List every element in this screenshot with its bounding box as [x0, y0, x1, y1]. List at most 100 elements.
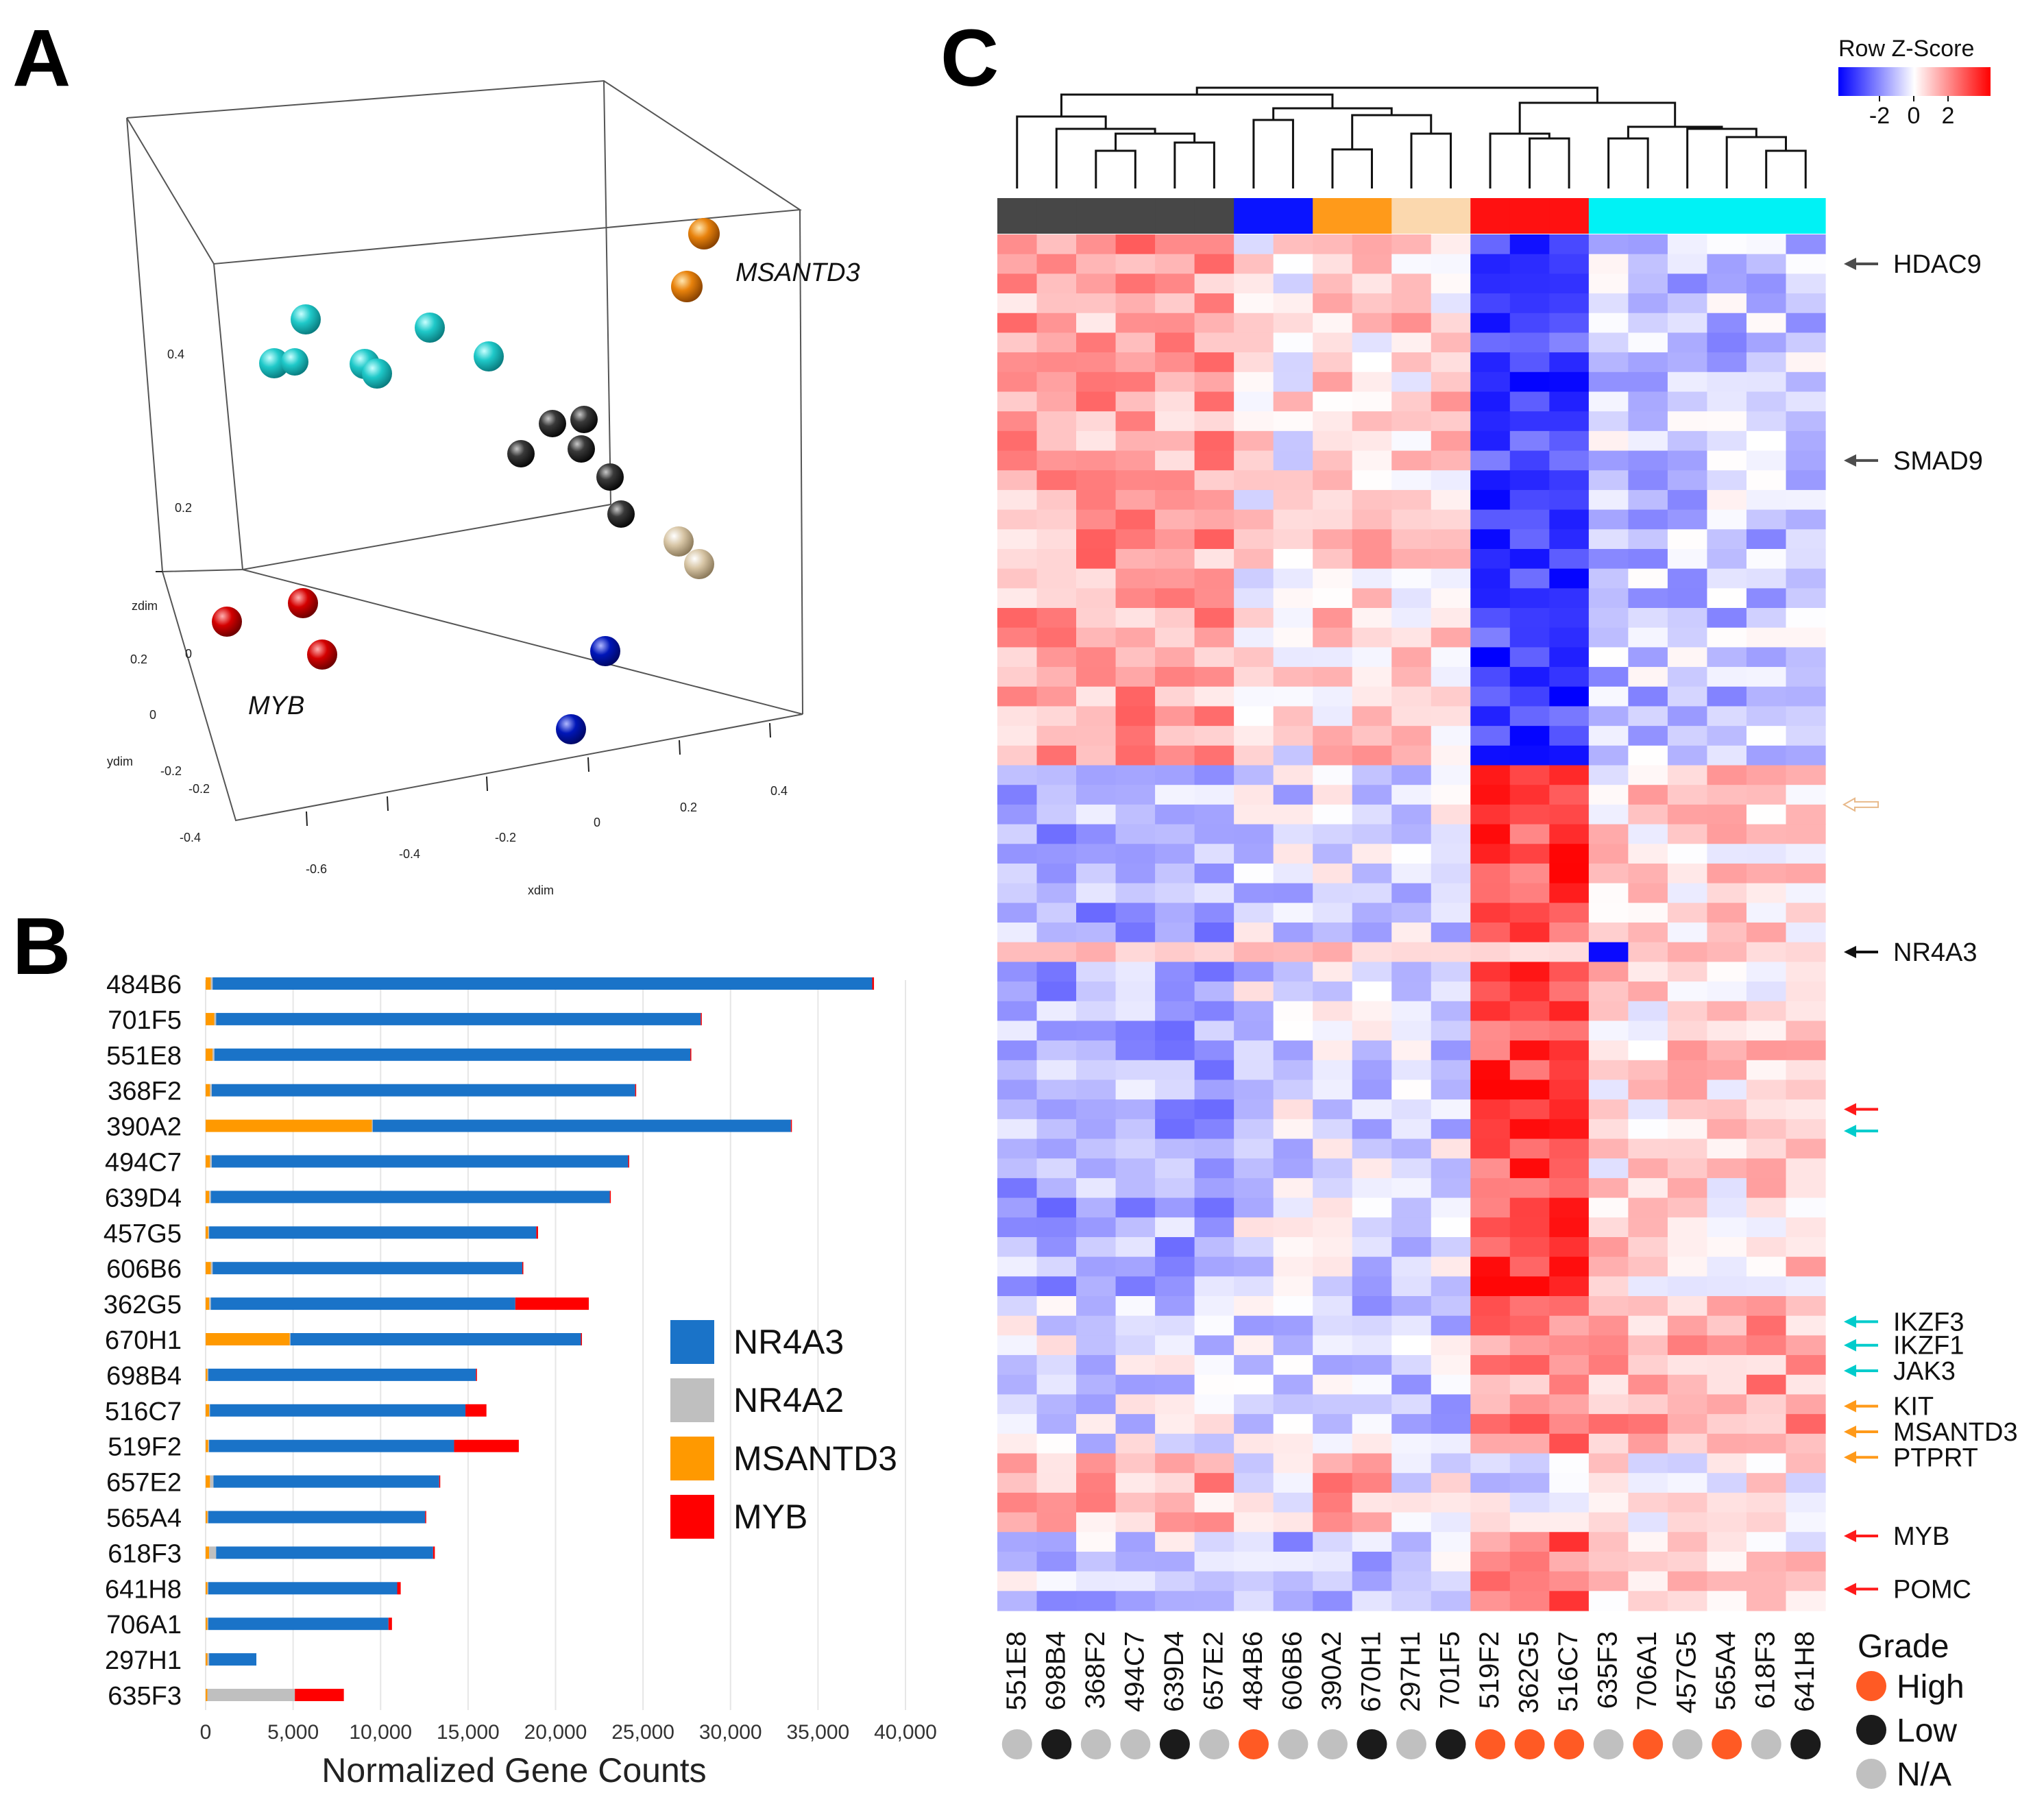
heatmap-cell	[1431, 1414, 1471, 1435]
heatmap-cell	[1273, 352, 1313, 373]
heatmap-cell	[1431, 1060, 1471, 1081]
heatmap-cell	[1115, 1473, 1156, 1493]
heatmap-cell	[1707, 1433, 1747, 1454]
bar-segment-msantd3	[206, 1689, 208, 1701]
heatmap-cell	[1470, 293, 1511, 314]
heatmap-cell	[1352, 371, 1392, 393]
heatmap-cell	[1746, 1040, 1787, 1061]
heatmap-cell	[1391, 1512, 1432, 1533]
heatmap-cell	[1628, 824, 1668, 844]
heatmap-cell	[1431, 1001, 1471, 1022]
heatmap-cell	[1707, 1119, 1747, 1140]
heatmap-cell	[1667, 1021, 1708, 1041]
heatmap-cell	[1234, 647, 1274, 668]
heatmap-cell	[1313, 489, 1353, 511]
heatmap-cell	[1234, 273, 1274, 294]
heatmap-cell	[1707, 1374, 1747, 1395]
heatmap-cell	[997, 391, 1038, 412]
heatmap-cell	[1234, 1217, 1274, 1238]
heatmap-cell	[1549, 1355, 1590, 1376]
heatmap-cell	[1036, 1414, 1077, 1435]
heatmap-cell	[1273, 273, 1313, 294]
heatmap-cell	[1707, 273, 1747, 294]
heatmap-cell	[1076, 627, 1117, 648]
heatmap-cell	[1352, 1276, 1392, 1297]
heatmap-cell	[997, 1414, 1038, 1435]
heatmap-cell	[1352, 1197, 1392, 1218]
column-label: 639D4	[1159, 1631, 1189, 1712]
heatmap-cell	[1234, 883, 1274, 903]
heatmap-cell	[997, 1591, 1038, 1611]
heatmap-cell	[1588, 1177, 1629, 1199]
heatmap-cell	[1155, 883, 1195, 903]
heatmap-cell	[1628, 608, 1668, 629]
column-group-cell	[1786, 198, 1826, 234]
heatmap-cell	[1746, 1512, 1787, 1533]
heatmap-cell	[1155, 430, 1195, 452]
column-label: 670H1	[1356, 1631, 1386, 1712]
bar-segment-nr4a2	[210, 1155, 212, 1168]
heatmap-cell	[1509, 706, 1550, 727]
heatmap-cell	[1628, 962, 1668, 982]
heatmap-cell	[1352, 942, 1392, 962]
heatmap-cell	[1155, 844, 1195, 864]
heatmap-cell	[1036, 1512, 1077, 1533]
column-group-cell	[1628, 198, 1668, 234]
heatmap-cell	[1194, 1177, 1234, 1199]
heatmap-cell	[1628, 1060, 1668, 1081]
heatmap-cell	[1707, 293, 1747, 314]
x-tick-label: 40,000	[874, 1721, 937, 1744]
heatmap-cell	[1234, 1040, 1274, 1061]
bar-segment-msantd3	[206, 1155, 210, 1168]
heatmap-cell	[997, 1374, 1038, 1395]
heatmap-cell	[1509, 332, 1550, 353]
heatmap-cell	[1352, 1040, 1392, 1061]
heatmap-cell	[1155, 588, 1195, 609]
bar-segment-myb	[433, 1546, 435, 1559]
heatmap-cell	[1786, 509, 1826, 530]
column-group-cell	[1431, 198, 1471, 234]
category-label: 484B6	[106, 971, 182, 999]
heatmap-cell	[1234, 1099, 1274, 1120]
heatmap-cell	[1391, 804, 1432, 825]
heatmap-cell	[1707, 942, 1747, 962]
color-key-title: Row Z-Score	[1838, 36, 1974, 62]
heatmap-cell	[1273, 903, 1313, 923]
heatmap-cell	[1509, 1079, 1550, 1100]
heatmap-cell	[1194, 293, 1234, 314]
heatmap-cell	[1391, 529, 1432, 550]
heatmap-cell	[1234, 804, 1274, 825]
heatmap-cell	[1746, 1079, 1787, 1100]
heatmap-cell	[1115, 1355, 1156, 1376]
column-label: 390A2	[1317, 1631, 1347, 1711]
heatmap-cell	[1431, 981, 1471, 1002]
heatmap-cell	[1431, 706, 1471, 727]
heatmap-cell	[1588, 942, 1629, 962]
gene-arrow-head	[1844, 1315, 1856, 1328]
heatmap-cell	[1588, 765, 1629, 785]
heatmap-cell	[1786, 1414, 1826, 1435]
grade-dot-low	[1159, 1729, 1190, 1759]
heatmap-cell	[1549, 1158, 1590, 1179]
heatmap-cell	[1036, 509, 1077, 530]
heatmap-cell	[1313, 371, 1353, 393]
heatmap-cell	[1234, 824, 1274, 844]
heatmap-cell	[1115, 1492, 1156, 1513]
heatmap-cell	[1115, 1551, 1156, 1572]
heatmap-cell	[1036, 706, 1077, 727]
heatmap-cell	[1431, 726, 1471, 746]
heatmap-cell	[1588, 509, 1629, 530]
heatmap-cell	[997, 608, 1038, 629]
heatmap-cell	[1509, 1551, 1550, 1572]
column-group-cell	[997, 198, 1038, 234]
heatmap-cell	[997, 450, 1038, 471]
heatmap-cell	[1746, 686, 1787, 707]
heatmap-cell	[1115, 1021, 1156, 1041]
heatmap-cell	[1431, 1276, 1471, 1297]
heatmap-cell	[1786, 942, 1826, 962]
bar-segment-myb	[425, 1511, 426, 1524]
heatmap-cell	[1234, 430, 1274, 452]
bar-segment-nr4a2	[214, 1012, 217, 1025]
heatmap-cell	[1509, 529, 1550, 550]
heatmap-cell	[1273, 1060, 1313, 1081]
